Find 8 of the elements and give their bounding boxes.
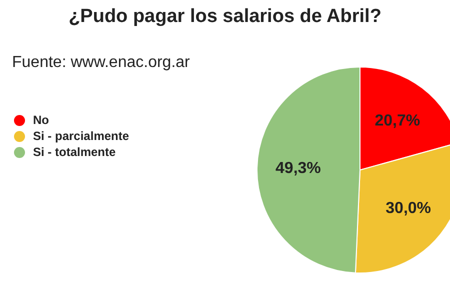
data-label: 20,7% <box>374 112 420 130</box>
legend-label: Si - totalmente <box>33 145 116 159</box>
source-note: Fuente: www.enac.org.ar <box>12 54 190 72</box>
chart-title: ¿Pudo pagar los salarios de Abril? <box>68 6 382 28</box>
legend-label: No <box>33 113 49 127</box>
data-label: 30,0% <box>386 200 432 217</box>
data-label: 49,3% <box>276 160 321 178</box>
legend-label: Si - parcialmente <box>33 129 130 143</box>
